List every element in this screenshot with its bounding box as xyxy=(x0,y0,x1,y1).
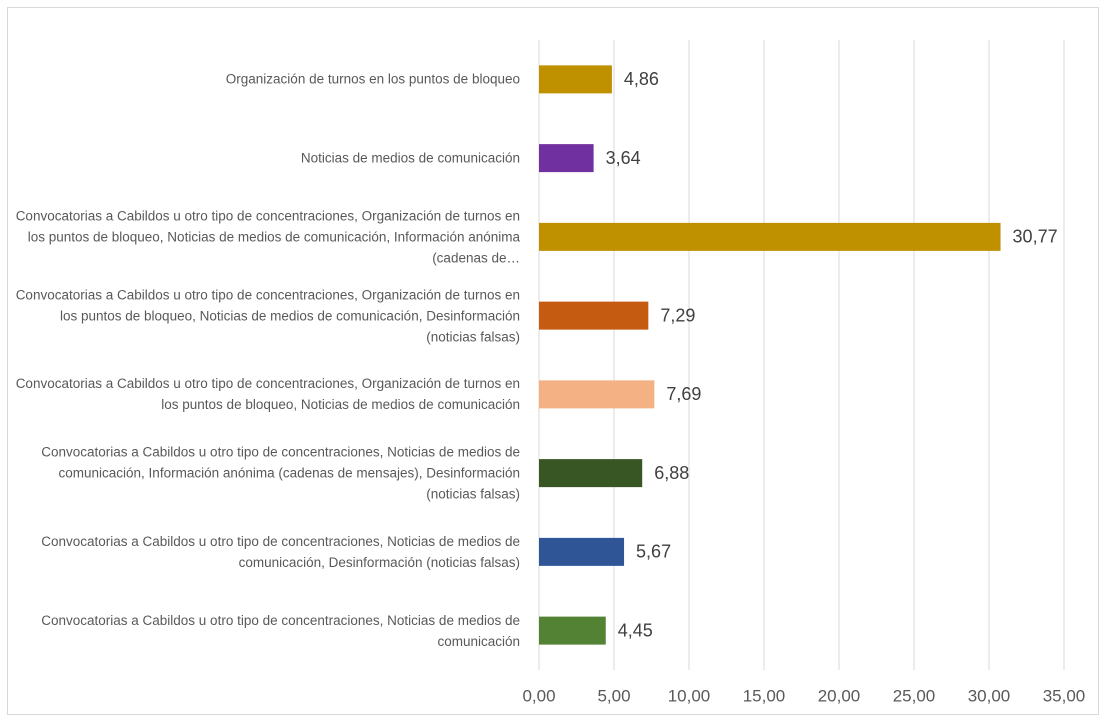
value-label: 5,67 xyxy=(636,542,671,562)
bar xyxy=(539,65,612,94)
chart-frame xyxy=(7,7,1099,715)
value-label: 7,29 xyxy=(660,305,695,325)
x-tick-label: 20,00 xyxy=(818,686,861,705)
category-label: Convocatorias a Cabildos u otro tipo de … xyxy=(15,287,520,345)
value-label: 6,88 xyxy=(654,463,689,483)
x-tick-label: 0,00 xyxy=(522,686,555,705)
bar xyxy=(539,222,1001,251)
bar xyxy=(539,144,594,173)
bar xyxy=(539,616,606,645)
x-tick-label: 25,00 xyxy=(893,686,936,705)
category-label: Convocatorias a Cabildos u otro tipo de … xyxy=(15,376,520,413)
x-tick-label: 5,00 xyxy=(597,686,630,705)
value-label: 4,45 xyxy=(618,620,653,640)
value-label: 3,64 xyxy=(606,148,641,168)
value-label: 7,69 xyxy=(666,384,701,404)
bar xyxy=(539,459,643,488)
category-label: Convocatorias a Cabildos u otro tipo de … xyxy=(41,533,520,570)
category-label: Organización de turnos en los puntos de … xyxy=(225,71,520,87)
bar xyxy=(539,301,649,330)
x-tick-label: 15,00 xyxy=(743,686,786,705)
bar xyxy=(539,380,655,409)
x-tick-label: 30,00 xyxy=(968,686,1011,705)
x-tick-label: 35,00 xyxy=(1043,686,1086,705)
x-tick-label: 10,00 xyxy=(668,686,711,705)
value-label: 4,86 xyxy=(624,69,659,89)
category-label: Convocatorias a Cabildos u otro tipo de … xyxy=(41,444,520,502)
bar xyxy=(539,537,625,566)
category-label: Convocatorias a Cabildos u otro tipo de … xyxy=(15,208,520,266)
category-label: Convocatorias a Cabildos u otro tipo de … xyxy=(41,612,520,649)
value-label: 30,77 xyxy=(1013,227,1058,247)
category-label: Noticias de medios de comunicación xyxy=(300,150,520,166)
